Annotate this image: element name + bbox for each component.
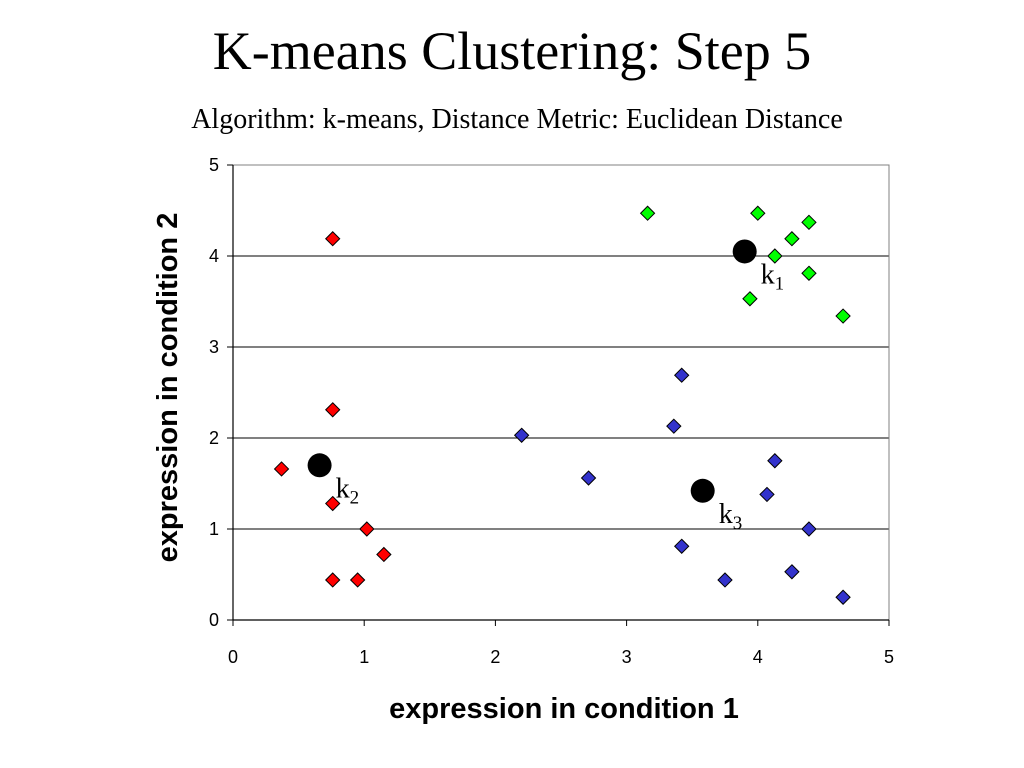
tick-labels: 0 1 2 3 4 5 0 1 2 3 4 5 — [209, 155, 894, 667]
x-tick-label: 2 — [490, 647, 500, 667]
x-tick-label: 3 — [622, 647, 632, 667]
data-point-diamond — [784, 564, 800, 580]
data-point-diamond — [349, 572, 366, 588]
data-point-diamond — [325, 231, 341, 247]
centroid-label: k2 — [336, 473, 360, 508]
grid-lines — [233, 255, 889, 530]
data-point-diamond — [673, 367, 690, 383]
axes — [227, 164, 890, 626]
data-point-diamond — [580, 470, 597, 486]
y-tick-label: 2 — [209, 428, 219, 448]
data-point-diamond — [767, 248, 783, 264]
data-point-diamond — [801, 265, 817, 281]
data-point-diamond — [325, 402, 341, 418]
y-tick-label: 1 — [209, 519, 219, 539]
data-point-diamond — [376, 546, 392, 563]
y-axis-label: expression in condition 2 — [152, 213, 184, 563]
data-point-diamond — [359, 521, 375, 537]
data-point-diamond — [784, 231, 800, 247]
slide-title: K-means Clustering: Step 5 — [212, 21, 812, 81]
centroid-marker — [307, 453, 332, 478]
data-point-diamond — [742, 291, 758, 307]
y-tick-label: 5 — [209, 155, 219, 175]
data-point-diamond — [835, 589, 851, 605]
centroid-label: k3 — [719, 499, 743, 534]
data-point-diamond — [767, 453, 783, 469]
centroids: k1 k2 k3 — [307, 239, 785, 534]
y-tick-label: 3 — [209, 337, 219, 357]
data-point-diamond — [835, 308, 851, 324]
data-points — [273, 205, 851, 605]
centroid-marker — [732, 239, 757, 264]
centroid-marker — [690, 478, 715, 503]
data-point-diamond — [325, 495, 341, 512]
data-point-diamond — [673, 538, 690, 554]
x-tick-label: 0 — [228, 647, 238, 667]
data-point-diamond — [801, 521, 817, 537]
data-point-diamond — [759, 486, 775, 503]
data-point-diamond — [717, 572, 733, 588]
data-point-diamond — [273, 461, 290, 477]
x-tick-label: 4 — [753, 647, 763, 667]
x-tick-label: 5 — [884, 647, 894, 667]
x-axis-label: expression in condition 1 — [389, 693, 739, 725]
data-point-diamond — [801, 214, 817, 231]
x-tick-label: 1 — [359, 647, 369, 667]
centroid-label: k1 — [761, 259, 785, 294]
y-tick-label: 0 — [209, 610, 219, 630]
data-point-diamond — [639, 205, 656, 221]
data-point-diamond — [666, 418, 682, 434]
slide-subtitle: Algorithm: k-means, Distance Metric: Euc… — [191, 104, 843, 135]
data-point-diamond — [325, 572, 341, 588]
data-point-diamond — [513, 427, 530, 443]
y-tick-label: 4 — [209, 246, 219, 266]
data-point-diamond — [750, 205, 766, 221]
